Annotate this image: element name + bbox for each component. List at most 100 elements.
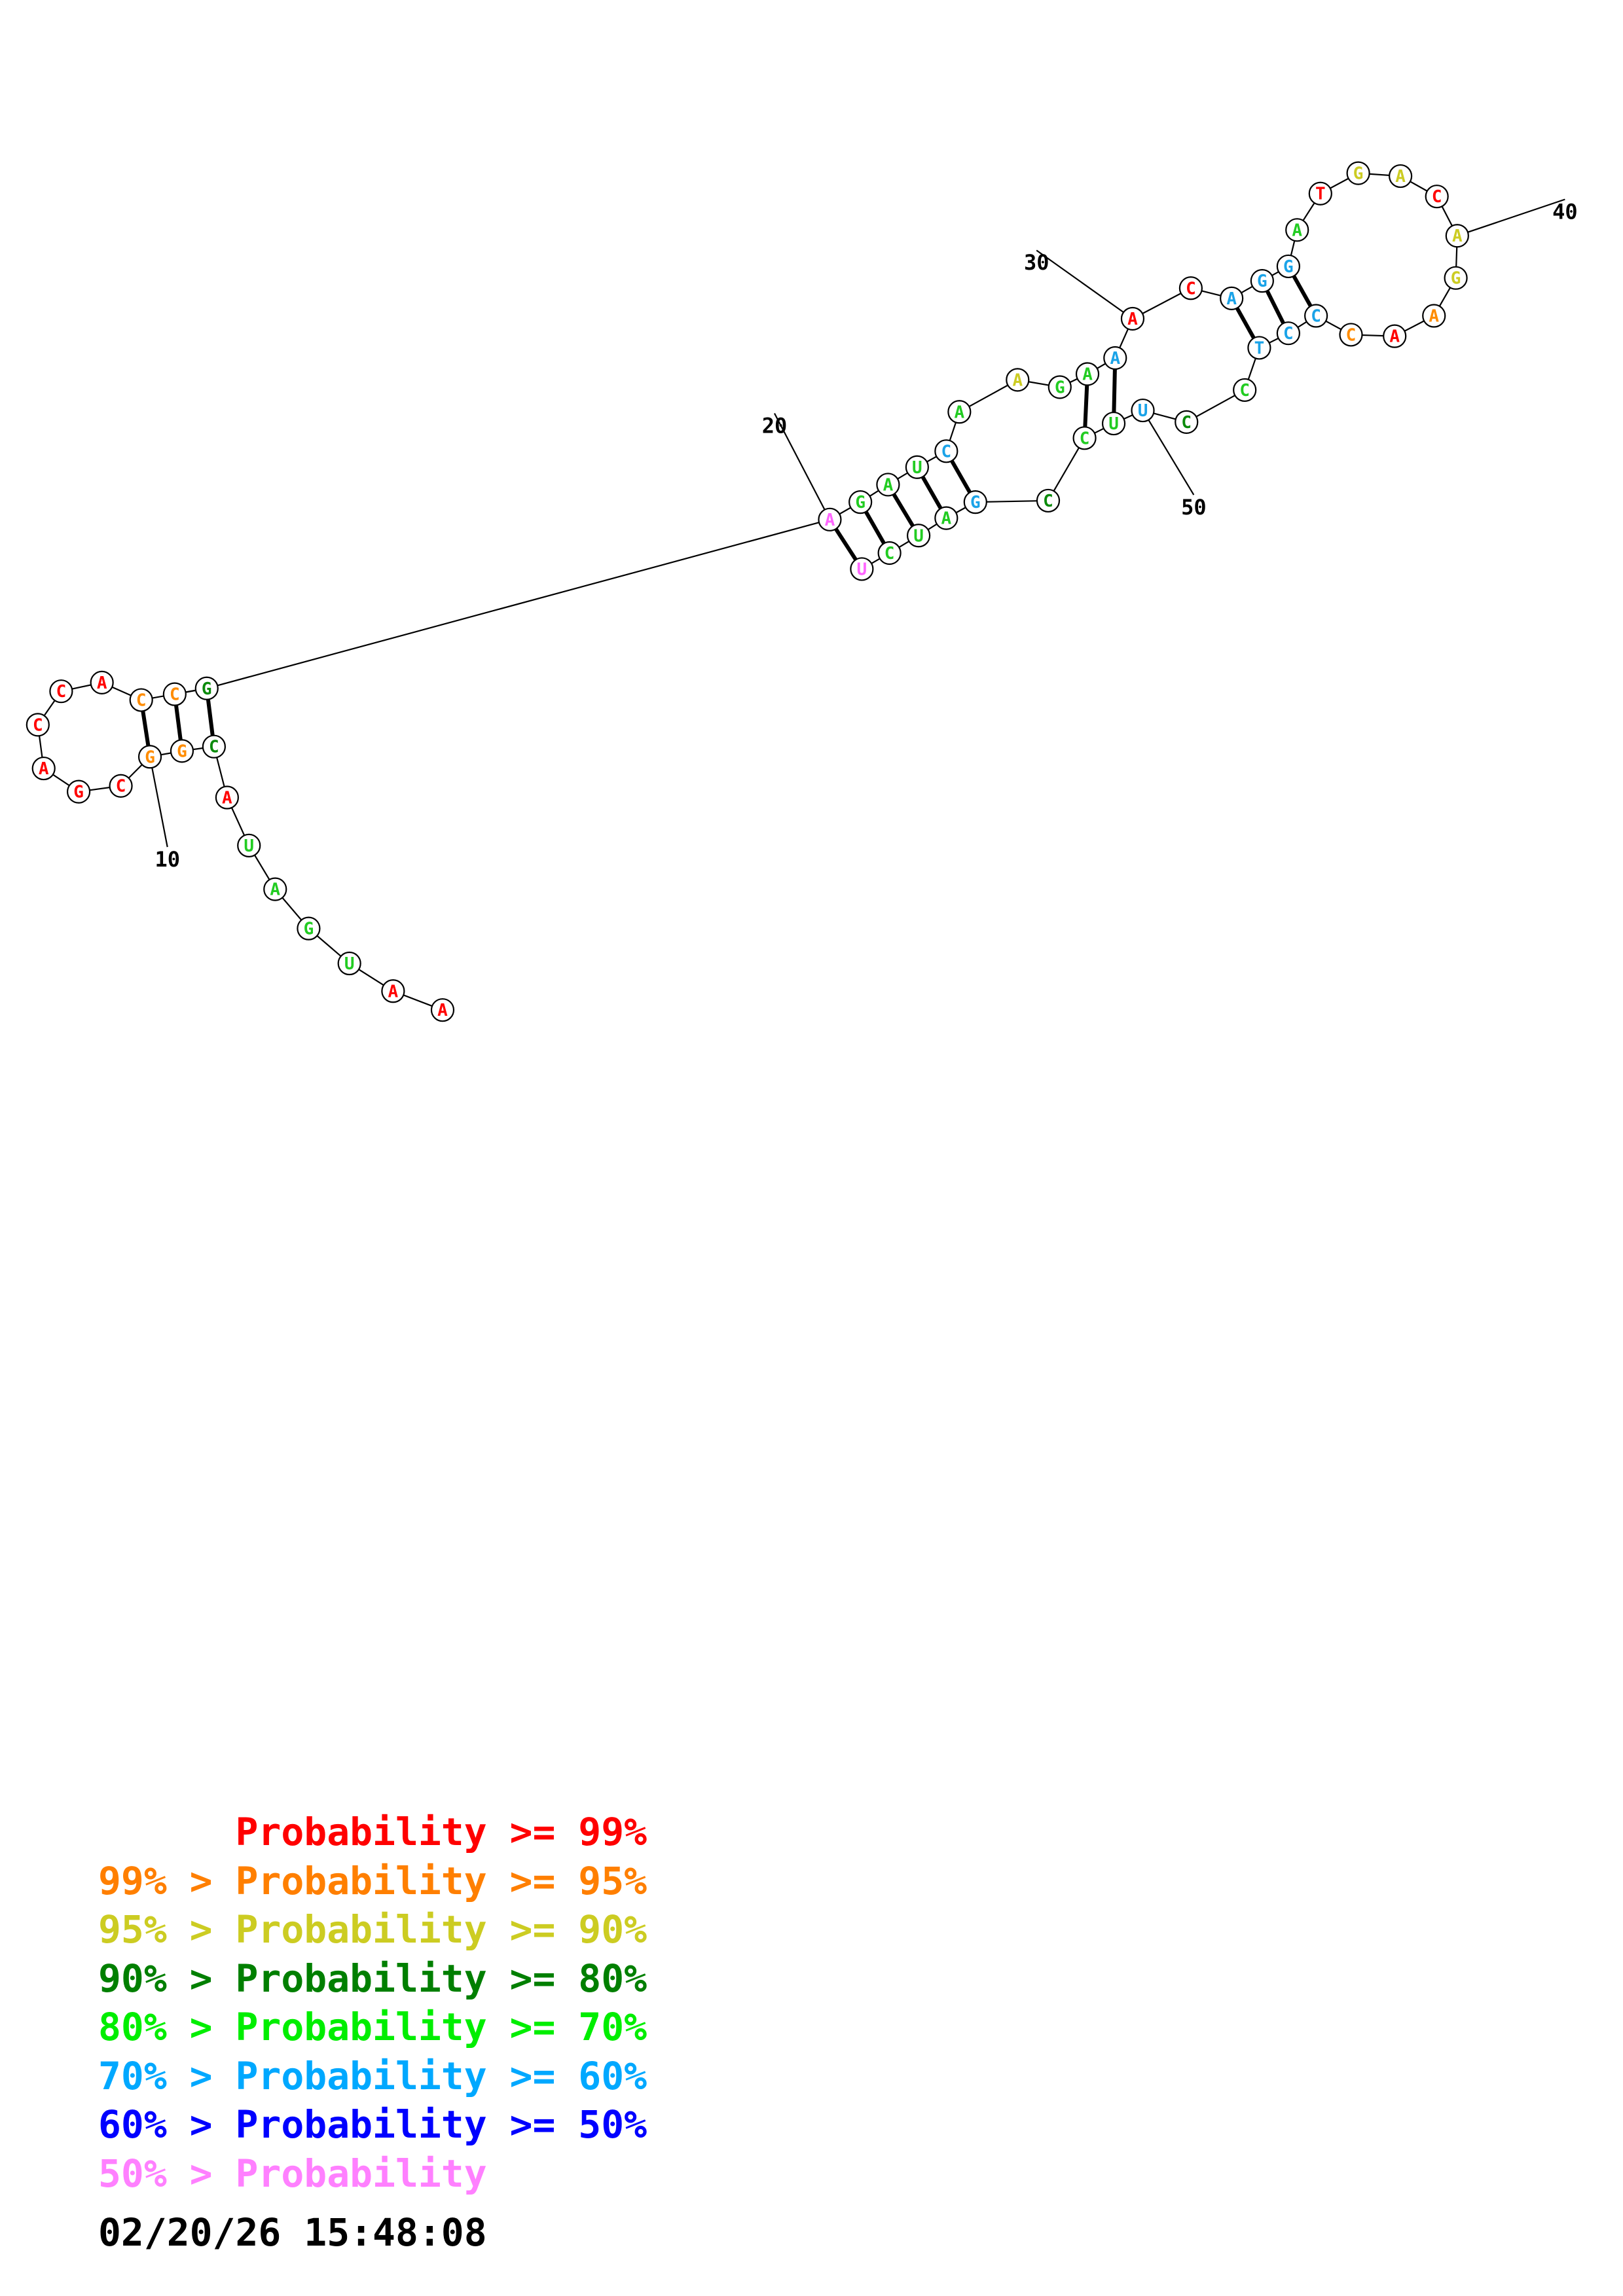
base-pair-bonds xyxy=(139,265,1318,757)
nucleotide-letter: A xyxy=(825,511,835,530)
legend-entry: 95% > Probability >= 90% xyxy=(98,1907,647,1952)
legend-entry: 99% > Probability >= 95% xyxy=(98,1858,647,1903)
nucleotide-circle xyxy=(297,916,321,941)
nucleotide-circle xyxy=(1445,224,1469,248)
nucleotide-circle xyxy=(1276,254,1300,279)
nucleotide-letter: C xyxy=(33,715,43,735)
legend-entry: 90% > Probability >= 80% xyxy=(98,1956,647,2001)
nucleotide-letter: C xyxy=(116,777,126,797)
position-tick-labels: 10 20 30 40 50 xyxy=(155,199,1577,872)
nucleotide-letter: A xyxy=(1082,365,1093,384)
nucleotide-circle xyxy=(430,998,455,1022)
nucleotide-circle xyxy=(1308,181,1332,206)
nucleotide-circle xyxy=(1036,488,1061,513)
position-tick-label: 40 xyxy=(1552,199,1578,224)
nucleotide-letter: G xyxy=(177,742,187,761)
nucleotide-circle xyxy=(1175,410,1199,434)
nucleotide-circle xyxy=(194,676,219,700)
nucleotide-letter: U xyxy=(912,458,922,478)
nucleotide-circle xyxy=(1103,346,1127,370)
nucleotide-circle xyxy=(848,490,873,514)
nucleotide-letter: A xyxy=(1110,349,1120,368)
nucleotide-letter: A xyxy=(388,982,399,1001)
nucleotide-letter: G xyxy=(1283,257,1294,277)
nucleotide-circle xyxy=(1444,266,1468,290)
nucleotide-circle xyxy=(906,524,931,548)
position-tick-line xyxy=(1142,410,1195,495)
position-tick-line xyxy=(773,412,831,520)
nucleotide-circle xyxy=(818,507,842,531)
backbone-segment xyxy=(1048,437,1085,501)
nucleotide-circle xyxy=(934,439,958,463)
nucleotide-letter: U xyxy=(857,560,867,579)
nucleotide-letter: G xyxy=(970,493,981,512)
nucleotide-circle xyxy=(1072,426,1097,450)
nucleotide-letter: U xyxy=(1108,414,1119,434)
nucleotide-letter: A xyxy=(883,475,894,495)
nucleotide-letter: U xyxy=(1138,401,1148,421)
position-tick-line xyxy=(1036,249,1133,319)
nucleotide-letter: A xyxy=(222,789,232,808)
legend-entry: 80% > Probability >= 70% xyxy=(98,2005,647,2049)
nucleotide-letter: G xyxy=(145,747,155,767)
nucleotide-circle xyxy=(934,506,958,530)
nucleotide-letter: A xyxy=(1395,167,1406,187)
nucleotide-circle xyxy=(215,785,239,810)
position-tick-label: 50 xyxy=(1181,495,1207,520)
nucleotide-letter: A xyxy=(97,673,107,693)
nucleotide-letter: C xyxy=(136,691,147,711)
nucleotide-circle xyxy=(31,756,56,781)
nucleotide-letter: U xyxy=(913,526,924,546)
nucleotide-circle xyxy=(1220,286,1244,310)
nucleotide-circle xyxy=(170,739,194,763)
nucleotide-circle xyxy=(1178,276,1203,300)
nucleotide-circle xyxy=(1233,378,1257,403)
nucleotide-circle xyxy=(90,670,114,694)
nucleotide-letter: A xyxy=(941,509,952,529)
nucleotide-circle xyxy=(1346,161,1370,185)
timestamp: 02/20/26 15:48:08 xyxy=(98,2210,487,2255)
position-tick-label: 30 xyxy=(1024,250,1049,275)
nucleotide-circle xyxy=(49,679,73,704)
nucleotide-letter: A xyxy=(955,403,965,422)
nucleotide-circle xyxy=(137,745,162,769)
nucleotide-circle xyxy=(237,833,261,858)
backbone-segment xyxy=(975,499,1049,503)
nucleotide-letter: C xyxy=(1043,492,1053,511)
nucleotide-circle xyxy=(1422,304,1446,328)
nucleotide-circle xyxy=(905,455,929,479)
nucleotide-circle xyxy=(337,951,361,976)
nucleotide-letter: U xyxy=(244,836,254,856)
nucleotide-letter: C xyxy=(209,738,219,757)
nucleotide-letter: G xyxy=(73,783,84,802)
nucleotide-letter: A xyxy=(1389,327,1400,347)
backbone-lines xyxy=(37,172,1458,1011)
nucleotide-letter: G xyxy=(855,493,866,512)
nucleotide-letter: C xyxy=(1346,325,1357,345)
nucleotide-circle xyxy=(1247,336,1271,360)
nucleotide-letter: C xyxy=(56,682,67,702)
nucleotide-letter: A xyxy=(1292,221,1302,240)
nucleotide-letter: G xyxy=(1353,164,1364,184)
nucleotide-circle xyxy=(947,400,972,424)
nucleotide-letter: T xyxy=(1254,338,1265,358)
nucleotide-circle xyxy=(109,774,133,798)
nucleotide-circle xyxy=(963,490,987,514)
nucleotide-letter: G xyxy=(202,679,212,699)
position-tick-label: 20 xyxy=(762,413,788,438)
nucleotide-circle xyxy=(1006,368,1030,392)
nucleotide-letter: G xyxy=(1451,269,1461,289)
nucleotide-letter: A xyxy=(1452,226,1463,246)
nucleotide-circle xyxy=(1425,185,1449,209)
nucleotide-letter: C xyxy=(1186,279,1196,298)
nucleotide-letter: C xyxy=(1283,324,1294,344)
nucleotide-circle xyxy=(1304,304,1328,328)
nucleotide-circle xyxy=(66,780,91,804)
nucleotide-letter: G xyxy=(304,920,314,939)
nucleotide-letter: U xyxy=(344,954,355,974)
nucleotide-circle xyxy=(877,541,902,565)
nucleotide-circle xyxy=(1250,269,1274,293)
nucleotide-circle xyxy=(162,682,187,706)
